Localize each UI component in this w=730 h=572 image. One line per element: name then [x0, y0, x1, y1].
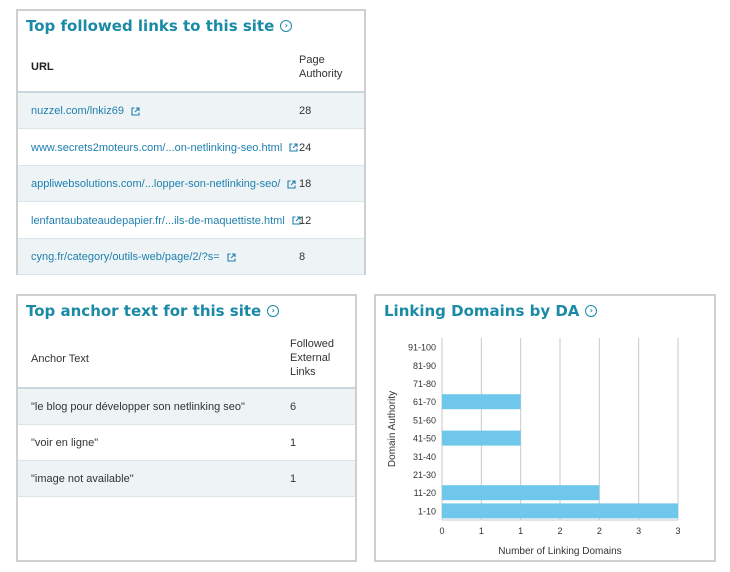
url-link[interactable]: cyng.fr/category/outils-web/page/2/?s=: [31, 251, 220, 263]
y-tick-label: 51-60: [413, 415, 436, 425]
table-row: cyng.fr/category/outils-web/page/2/?s= 8: [18, 239, 364, 275]
external-link-icon[interactable]: [287, 179, 297, 189]
page-authority-value: 24: [299, 141, 312, 154]
column-header-links-line2: External: [290, 352, 331, 364]
card-title-text: Linking Domains by DA: [384, 302, 580, 320]
top-anchor-text-title: Top anchor text for this site ›: [26, 302, 280, 320]
anchor-table-header: Anchor Text Followed External Links: [18, 332, 355, 389]
x-tick-label: 3: [675, 526, 680, 536]
anchor-text-value: "le blog pour développer son netlinking …: [31, 401, 245, 413]
column-header-pa-line2: Authority: [299, 68, 343, 80]
anchor-text-value: "voir en ligne": [31, 437, 99, 449]
table-row: "voir en ligne" 1: [18, 425, 355, 461]
bar: [442, 430, 521, 446]
followed-links-count: 6: [290, 401, 297, 413]
page-authority-value: 8: [299, 251, 306, 263]
column-header-followed-links: Followed External Links: [290, 337, 334, 379]
y-tick-label: 81-90: [413, 361, 436, 371]
url-link[interactable]: www.secrets2moteurs.com/...on-netlinking…: [31, 141, 283, 154]
x-tick-label: 2: [597, 526, 602, 536]
table-row: lenfantaubateaudepapier.fr/...ils-de-maq…: [18, 203, 364, 239]
top-followed-links-card: Top followed links to this site › URL Pa…: [16, 9, 366, 275]
table-row: nuzzel.com/lnkiz69 28: [18, 93, 364, 129]
y-tick-label: 41-50: [413, 434, 436, 444]
x-tick-label: 1: [518, 526, 523, 536]
y-tick-label: 61-70: [413, 397, 436, 407]
x-axis-title: Number of Linking Domains: [498, 546, 621, 557]
anchor-text-value: "image not available": [31, 473, 134, 485]
card-title-text: Top followed links to this site: [26, 17, 275, 35]
x-tick-label: 3: [636, 526, 641, 536]
y-tick-label: 21-30: [413, 470, 436, 480]
url-cell: appliwebsolutions.com/...lopper-son-netl…: [31, 166, 297, 202]
bar: [442, 503, 678, 519]
external-link-icon[interactable]: [289, 143, 298, 152]
x-tick-label: 0: [439, 526, 444, 536]
column-header-pa-line1: Page: [299, 54, 325, 66]
external-link-icon[interactable]: [227, 252, 236, 262]
x-tick-label: 2: [557, 526, 562, 536]
linking-domains-card: Linking Domains by DA › 91-100 81-90 71-80…: [374, 294, 716, 562]
column-header-anchor-text: Anchor Text: [31, 353, 89, 365]
external-link-icon[interactable]: [131, 106, 140, 116]
table-row: appliwebsolutions.com/...lopper-son-netl…: [18, 166, 364, 202]
y-axis-title: Domain Authority: [387, 391, 398, 467]
table-row: "image not available" 1: [18, 461, 355, 497]
page-authority-value: 28: [299, 105, 312, 117]
url-cell: nuzzel.com/lnkiz69: [31, 93, 140, 129]
info-icon[interactable]: ›: [267, 305, 280, 317]
x-tick-label: 1: [479, 526, 484, 536]
bar: [442, 394, 521, 410]
links-table-header: URL Page Authority: [18, 47, 364, 93]
top-anchor-text-card: Top anchor text for this site › Anchor T…: [16, 294, 357, 562]
url-link[interactable]: nuzzel.com/lnkiz69: [31, 105, 124, 117]
page-authority-value: 18: [299, 178, 312, 190]
table-row: "le blog pour développer son netlinking …: [18, 389, 355, 425]
column-header-url: URL: [31, 61, 54, 73]
top-followed-links-title: Top followed links to this site ›: [26, 17, 293, 35]
page-authority-value: 12: [299, 214, 312, 227]
y-tick-label: 31-40: [413, 452, 436, 462]
info-icon[interactable]: ›: [585, 305, 598, 317]
y-tick-label: 91-100: [408, 343, 436, 353]
bar: [442, 485, 600, 501]
followed-links-count: 1: [290, 473, 297, 485]
url-cell: cyng.fr/category/outils-web/page/2/?s=: [31, 239, 236, 275]
y-tick-label: 1-10: [418, 506, 436, 516]
column-header-links-line1: Followed: [290, 338, 335, 350]
card-title-text: Top anchor text for this site: [26, 302, 262, 320]
linking-domains-chart: 91-100 81-90 71-80 61-70 51-60 41-50 31-40 21-3…: [387, 338, 681, 557]
y-tick-label: 11-20: [414, 488, 436, 498]
table-row: www.secrets2moteurs.com/...on-netlinking…: [18, 130, 364, 166]
column-header-page-authority: Page Authority: [299, 53, 342, 81]
column-header-links-line3: Links: [290, 366, 316, 378]
linking-domains-title: Linking Domains by DA ›: [384, 302, 598, 320]
url-cell: www.secrets2moteurs.com/...on-netlinking…: [31, 130, 298, 166]
followed-links-count: 1: [290, 437, 297, 449]
y-tick-label: 71-80: [413, 379, 436, 389]
url-link[interactable]: appliwebsolutions.com/...lopper-son-netl…: [31, 178, 281, 190]
external-link-icon[interactable]: [292, 216, 301, 225]
url-cell: lenfantaubateaudepapier.fr/...ils-de-maq…: [31, 203, 301, 239]
url-link[interactable]: lenfantaubateaudepapier.fr/...ils-de-maq…: [31, 214, 285, 227]
info-icon[interactable]: ›: [280, 20, 293, 32]
